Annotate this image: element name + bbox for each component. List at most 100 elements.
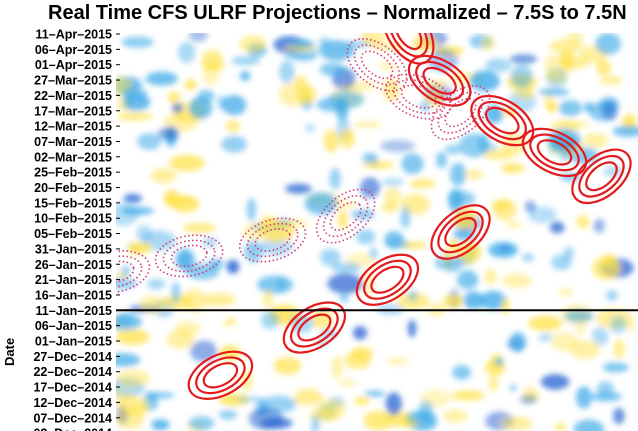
- shading-blob: [121, 264, 130, 278]
- negative-contour: [385, 73, 453, 120]
- shading-blob: [116, 369, 151, 388]
- shading-blob: [116, 312, 135, 327]
- shading-blob: [222, 94, 247, 116]
- shading-blob: [311, 415, 320, 431]
- shading-blob: [548, 39, 583, 54]
- shading-blob: [491, 199, 511, 212]
- negative-contour: [238, 217, 307, 263]
- shading-blob: [201, 49, 223, 71]
- shading-blob: [146, 278, 166, 290]
- shading-blob: [540, 374, 570, 390]
- y-tick-label: 01–Apr–2015: [35, 58, 112, 72]
- shading-blob: [279, 60, 295, 84]
- shading-blob: [494, 357, 504, 366]
- shading-blob: [484, 268, 497, 285]
- shading-blob: [188, 96, 213, 119]
- shading-blob: [235, 396, 268, 403]
- y-tick-label: 10–Feb–2015: [34, 212, 112, 226]
- shading-blob: [595, 33, 621, 55]
- shading-blob: [333, 202, 358, 209]
- shading-blob: [480, 290, 507, 311]
- shading-blob: [409, 179, 436, 189]
- shading-blob: [257, 275, 294, 294]
- shading-blob: [501, 163, 525, 174]
- positive-contour: [415, 60, 465, 101]
- shading-blob: [339, 293, 349, 303]
- shading-blob: [550, 254, 572, 271]
- y-tick-label: 26–Jan–2015: [35, 258, 112, 272]
- shading-blob: [549, 221, 565, 234]
- positive-contour: [297, 313, 332, 342]
- shading-blob: [184, 288, 206, 313]
- shading-blob: [569, 340, 601, 359]
- shading-blob: [278, 82, 310, 107]
- y-tick-label: 05–Feb–2015: [34, 227, 112, 241]
- y-tick-label: 06–Jan–2015: [35, 319, 112, 333]
- positive-contour: [388, 33, 429, 58]
- shading-blob: [285, 183, 312, 194]
- shading-blob: [606, 289, 618, 302]
- y-tick-label: 02–Dec–2014: [33, 427, 112, 431]
- shading-blob: [337, 210, 348, 229]
- shading-blob: [218, 409, 238, 420]
- shading-blob: [591, 326, 609, 346]
- shading-blob: [246, 197, 256, 221]
- shading-blob: [339, 378, 357, 387]
- shading-blob: [362, 152, 378, 165]
- shading-blob: [283, 45, 317, 52]
- shading-blob: [527, 315, 563, 332]
- positive-contour: [363, 259, 412, 300]
- shading-blob: [260, 216, 277, 228]
- shading-blob: [405, 410, 437, 424]
- positive-contour: [484, 106, 520, 135]
- shading-blob: [122, 87, 148, 101]
- shading-blob: [168, 90, 180, 104]
- y-tick-label: 01–Jan–2015: [35, 335, 112, 349]
- shading-blob: [217, 95, 227, 110]
- shading-blob: [352, 325, 368, 340]
- shading-blob: [538, 88, 570, 97]
- shading-blob: [175, 321, 201, 336]
- shading-blob: [169, 154, 205, 172]
- shading-blob: [582, 132, 608, 149]
- shading-blob: [139, 296, 166, 314]
- shading-blob: [331, 356, 343, 379]
- shading-blob: [445, 144, 461, 155]
- shading-blob: [488, 375, 499, 393]
- shading-blob: [613, 407, 625, 425]
- shading-blob: [407, 319, 417, 338]
- shading-blob: [378, 62, 398, 70]
- shading-blob: [477, 133, 490, 154]
- shading-blob: [363, 410, 394, 431]
- positive-contour: [394, 33, 423, 51]
- shading-blob: [218, 393, 249, 406]
- y-tick-label: 25–Feb–2015: [34, 166, 112, 180]
- shading-blob: [318, 40, 355, 61]
- shading-blob: [420, 389, 452, 407]
- shading-blob: [573, 419, 605, 431]
- shading-blob: [592, 256, 621, 280]
- shading-blob: [260, 311, 280, 330]
- shading-blob: [480, 35, 496, 51]
- negative-contour: [444, 97, 477, 128]
- y-tick-label: 02–Mar–2015: [34, 150, 112, 164]
- negative-contour: [170, 244, 208, 268]
- shading-blob: [435, 151, 448, 169]
- shading-blob: [171, 102, 184, 114]
- shading-blob: [369, 247, 378, 260]
- shading-blob: [519, 394, 537, 405]
- shading-blob: [522, 253, 535, 262]
- shading-blob: [385, 392, 402, 416]
- y-tick-label: 12–Dec–2014: [33, 396, 112, 410]
- shading-blob: [201, 292, 236, 307]
- shading-blob: [380, 139, 415, 153]
- positive-contour: [521, 127, 588, 178]
- y-tick-label: 11–Jan–2015: [36, 304, 113, 318]
- y-tick-label: 15–Feb–2015: [34, 196, 112, 210]
- shading-blob: [451, 390, 485, 401]
- shading-blob: [352, 121, 383, 128]
- negative-contour: [116, 250, 151, 294]
- shading-blob: [590, 391, 622, 402]
- anomaly-shading: [116, 33, 638, 431]
